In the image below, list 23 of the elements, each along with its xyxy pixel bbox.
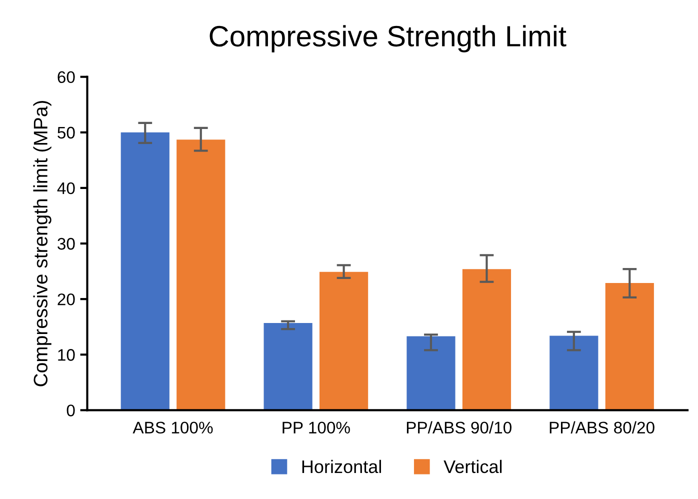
x-tick-label: PP/ABS 90/10 bbox=[406, 421, 512, 434]
bar bbox=[176, 140, 226, 410]
bar bbox=[406, 336, 456, 410]
y-tick-label: 40 bbox=[57, 182, 75, 194]
bar bbox=[550, 336, 598, 410]
y-tick-label: 50 bbox=[58, 126, 75, 139]
legend-label: Vertical bbox=[444, 460, 502, 474]
y-tick-label: 0 bbox=[66, 404, 75, 416]
x-tick-label: PP/ABS 80/20 bbox=[550, 421, 654, 434]
bar bbox=[605, 282, 654, 410]
chart-title: Compressive Strength Limit bbox=[210, 25, 566, 52]
x-tick-label: PP 100% bbox=[282, 422, 350, 434]
bar bbox=[462, 269, 512, 410]
bar bbox=[264, 322, 312, 410]
x-tick-label: ABS 100% bbox=[132, 422, 213, 434]
legend-label: Horizontal bbox=[302, 460, 381, 474]
y-tick-label: 10 bbox=[58, 349, 75, 361]
y-tick-label: 20 bbox=[58, 293, 75, 306]
bar bbox=[120, 132, 170, 410]
bar bbox=[320, 272, 368, 410]
y-tick-label: 60 bbox=[58, 71, 75, 84]
y-tick-label: 30 bbox=[58, 238, 75, 250]
y-axis-title: Compressive strength limit (MPa) bbox=[33, 101, 52, 386]
